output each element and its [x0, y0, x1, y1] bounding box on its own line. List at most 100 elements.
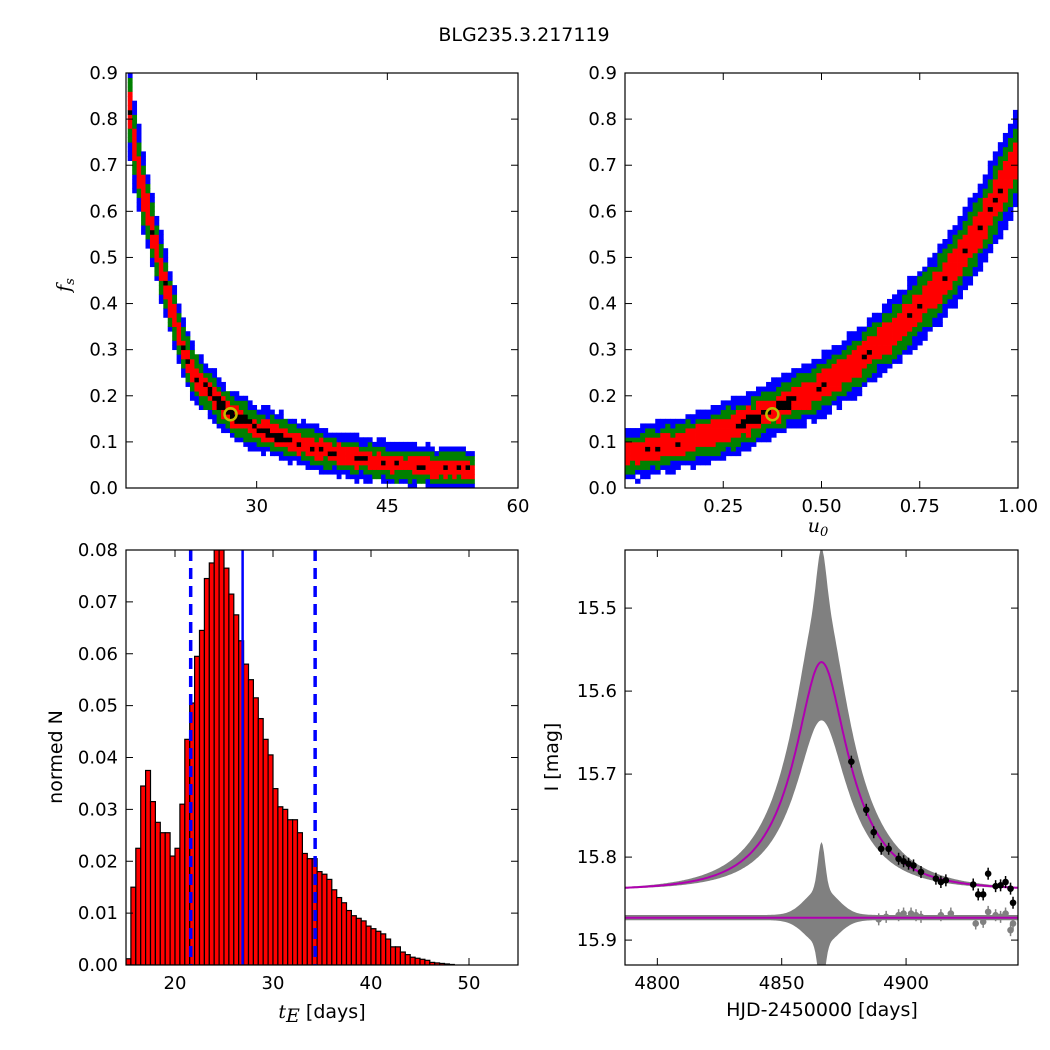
posterior-cell: [725, 418, 732, 424]
posterior-cell: [172, 312, 178, 318]
posterior-cell: [871, 377, 878, 383]
posterior-cell: [967, 197, 974, 203]
posterior-cell: [645, 432, 651, 438]
posterior-cell: [189, 349, 195, 355]
posterior-cell: [443, 469, 449, 475]
posterior-cell: [461, 451, 466, 457]
posterior-cell: [127, 73, 133, 79]
posterior-cell: [806, 405, 812, 411]
posterior-cell: [389, 460, 395, 466]
posterior-cell: [274, 428, 280, 434]
posterior-cell: [145, 183, 151, 189]
posterior-cell: [349, 441, 355, 447]
posterior-cell: [389, 441, 395, 447]
posterior-cell: [992, 215, 999, 221]
residual-point: [900, 910, 907, 917]
posterior-cell: [376, 451, 382, 457]
posterior-cell: [876, 372, 883, 378]
posterior-cell: [982, 179, 989, 185]
axes-frame: [125, 72, 519, 489]
posterior-cell: [907, 335, 913, 341]
posterior-cell: [198, 372, 204, 378]
posterior-cell: [665, 446, 671, 452]
posterior-cell: [856, 335, 863, 341]
posterior-cell: [207, 395, 213, 401]
posterior-cell: [349, 455, 355, 461]
x-tick-label: 0.50: [801, 496, 841, 517]
posterior-cell: [181, 358, 186, 364]
posterior-cell: [645, 451, 651, 457]
posterior-cell: [1007, 128, 1014, 134]
posterior-cell: [198, 363, 204, 369]
posterior-cell: [725, 409, 732, 415]
posterior-cell: [876, 322, 883, 328]
posterior-cell: [841, 381, 848, 387]
posterior-cell: [967, 271, 974, 277]
posterior-cell: [887, 358, 893, 364]
posterior-cell: [811, 414, 817, 420]
posterior-cell: [972, 197, 979, 203]
posterior-cell: [385, 474, 391, 480]
posterior-cell: [962, 206, 969, 212]
posterior-cell: [412, 469, 418, 475]
posterior-cell: [163, 252, 169, 258]
posterior-cell: [403, 464, 409, 470]
posterior-cell: [465, 478, 471, 484]
posterior-cell: [198, 405, 204, 411]
posterior-cell: [831, 372, 838, 378]
posterior-cell: [977, 206, 984, 212]
posterior-cell: [145, 206, 151, 212]
posterior-cell: [421, 460, 426, 466]
posterior-cell: [212, 368, 218, 374]
posterior-cell: [247, 409, 253, 415]
posterior-cell: [154, 229, 160, 235]
posterior-cell: [962, 229, 969, 235]
posterior-cell: [403, 474, 409, 480]
posterior-cell: [452, 478, 458, 484]
posterior-cell: [132, 105, 138, 111]
posterior-cell: [997, 179, 1004, 185]
posterior-cell: [957, 234, 963, 240]
posterior-cell: [957, 271, 963, 277]
posterior-cell: [952, 271, 958, 277]
posterior-cell: [132, 160, 138, 166]
posterior-cell: [176, 358, 182, 364]
posterior-cell: [354, 432, 360, 438]
posterior-cell: [851, 391, 858, 397]
posterior-cell: [381, 478, 386, 484]
posterior-cell: [354, 455, 360, 461]
posterior-cell: [247, 423, 253, 429]
posterior-cell: [897, 294, 903, 300]
posterior-cell: [221, 400, 226, 406]
posterior-cell: [429, 446, 435, 452]
posterior-cell: [167, 289, 173, 295]
posterior-cell: [358, 460, 364, 466]
posterior-cell: [323, 441, 329, 447]
posterior-cell: [735, 409, 742, 415]
posterior-cell: [952, 294, 958, 300]
posterior-cell: [912, 289, 918, 295]
posterior-cell: [416, 451, 422, 457]
posterior-cell: [892, 349, 898, 355]
posterior-cell: [247, 418, 253, 424]
posterior-cell: [962, 239, 969, 245]
posterior-cell: [745, 423, 752, 429]
posterior-cell: [771, 400, 777, 406]
posterior-cell: [735, 405, 742, 411]
posterior-cell: [207, 377, 213, 383]
posterior-cell: [381, 441, 386, 447]
posterior-cell: [735, 428, 742, 434]
posterior-cell: [625, 437, 631, 443]
posterior-cell: [163, 262, 169, 268]
posterior-cell: [675, 437, 681, 443]
posterior-cell: [358, 451, 364, 457]
posterior-cell: [897, 317, 903, 323]
posterior-cell: [132, 109, 138, 115]
posterior-cell: [927, 298, 933, 304]
posterior-cell: [972, 243, 979, 249]
posterior-cell: [982, 234, 989, 240]
posterior-cell: [720, 451, 727, 457]
posterior-cell: [846, 358, 853, 364]
histogram-bar: [331, 889, 338, 965]
posterior-cell: [997, 211, 1004, 217]
